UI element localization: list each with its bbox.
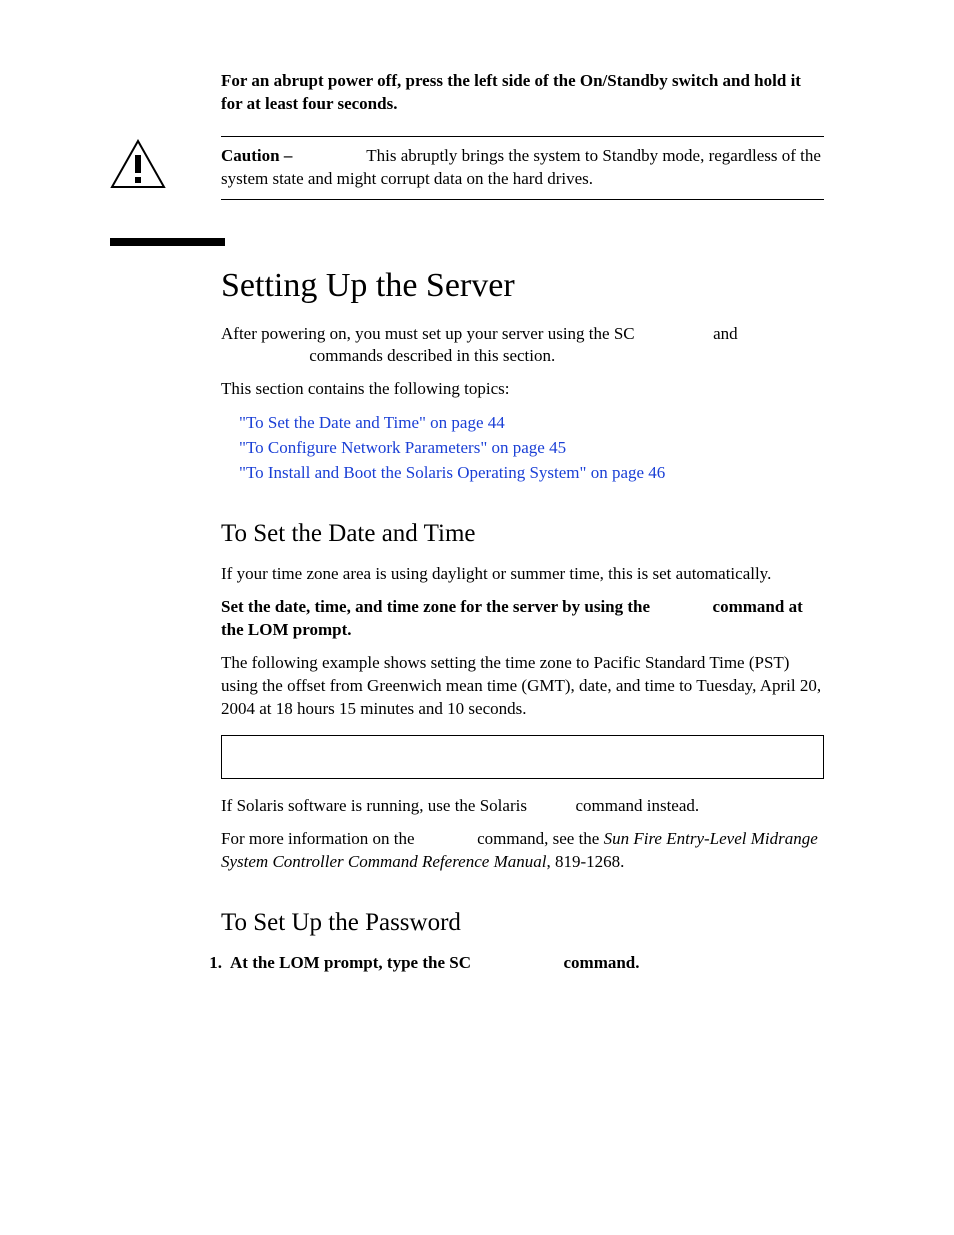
datetime-set-pre: Set the date, time, and time zone for th… [221,597,654,616]
more-info-pre: For more information on the [221,829,419,848]
topic-link-2[interactable]: "To Configure Network Parameters" on pag… [239,438,566,457]
step-1-pre: At the LOM prompt, type the SC [230,953,475,972]
datetime-set-instruction: Set the date, time, and time zone for th… [221,596,824,642]
topic-list: "To Set the Date and Time" on page 44 "T… [221,411,824,485]
topics-intro: This section contains the following topi… [221,378,824,401]
content-column: For an abrupt power off, press the left … [221,70,824,200]
step-1-body: At the LOM prompt, type the SC command. [230,952,824,975]
caution-icon [110,139,166,189]
password-title: To Set Up the Password [221,908,824,938]
topic-link-3[interactable]: "To Install and Boot the Solaris Operati… [239,463,665,482]
after-power-post: commands described in this section. [305,346,555,365]
code-example-box [221,735,824,779]
topic-link-1[interactable]: "To Set the Date and Time" on page 44 [239,413,505,432]
solaris-post: command instead. [571,796,699,815]
more-info: For more information on the command, see… [221,828,824,874]
section-title: Setting Up the Server [221,266,824,307]
after-power-paragraph: After powering on, you must set up your … [221,323,824,369]
page: For an abrupt power off, press the left … [0,70,954,975]
power-off-instruction: For an abrupt power off, press the left … [221,70,824,116]
caution-text: Caution – This abruptly brings the syste… [221,145,824,191]
solaris-note: If Solaris software is running, use the … [221,795,824,818]
caution-rule-bottom [221,199,824,200]
more-info-mid: command, see the [473,829,604,848]
step-1-post: command. [559,953,639,972]
caution-block: Caution – This abruptly brings the syste… [221,145,824,191]
section-bar [110,238,225,246]
datetime-example: The following example shows setting the … [221,652,824,721]
step-1: 1. At the LOM prompt, type the SC comman… [204,952,824,975]
more-info-post: , 819-1268. [546,852,624,871]
datetime-title: To Set the Date and Time [221,519,824,549]
step-1-number: 1. [204,952,222,975]
after-power-pre: After powering on, you must set up your … [221,324,639,343]
datetime-auto-note: If your time zone area is using daylight… [221,563,824,586]
caution-body: This abruptly brings the system to Stand… [221,146,821,188]
caution-label: Caution – [221,146,292,165]
section-body: Setting Up the Server After powering on,… [221,266,824,938]
solaris-pre: If Solaris software is running, use the … [221,796,531,815]
after-power-mid: and [709,324,738,343]
caution-rule-top [221,136,824,137]
